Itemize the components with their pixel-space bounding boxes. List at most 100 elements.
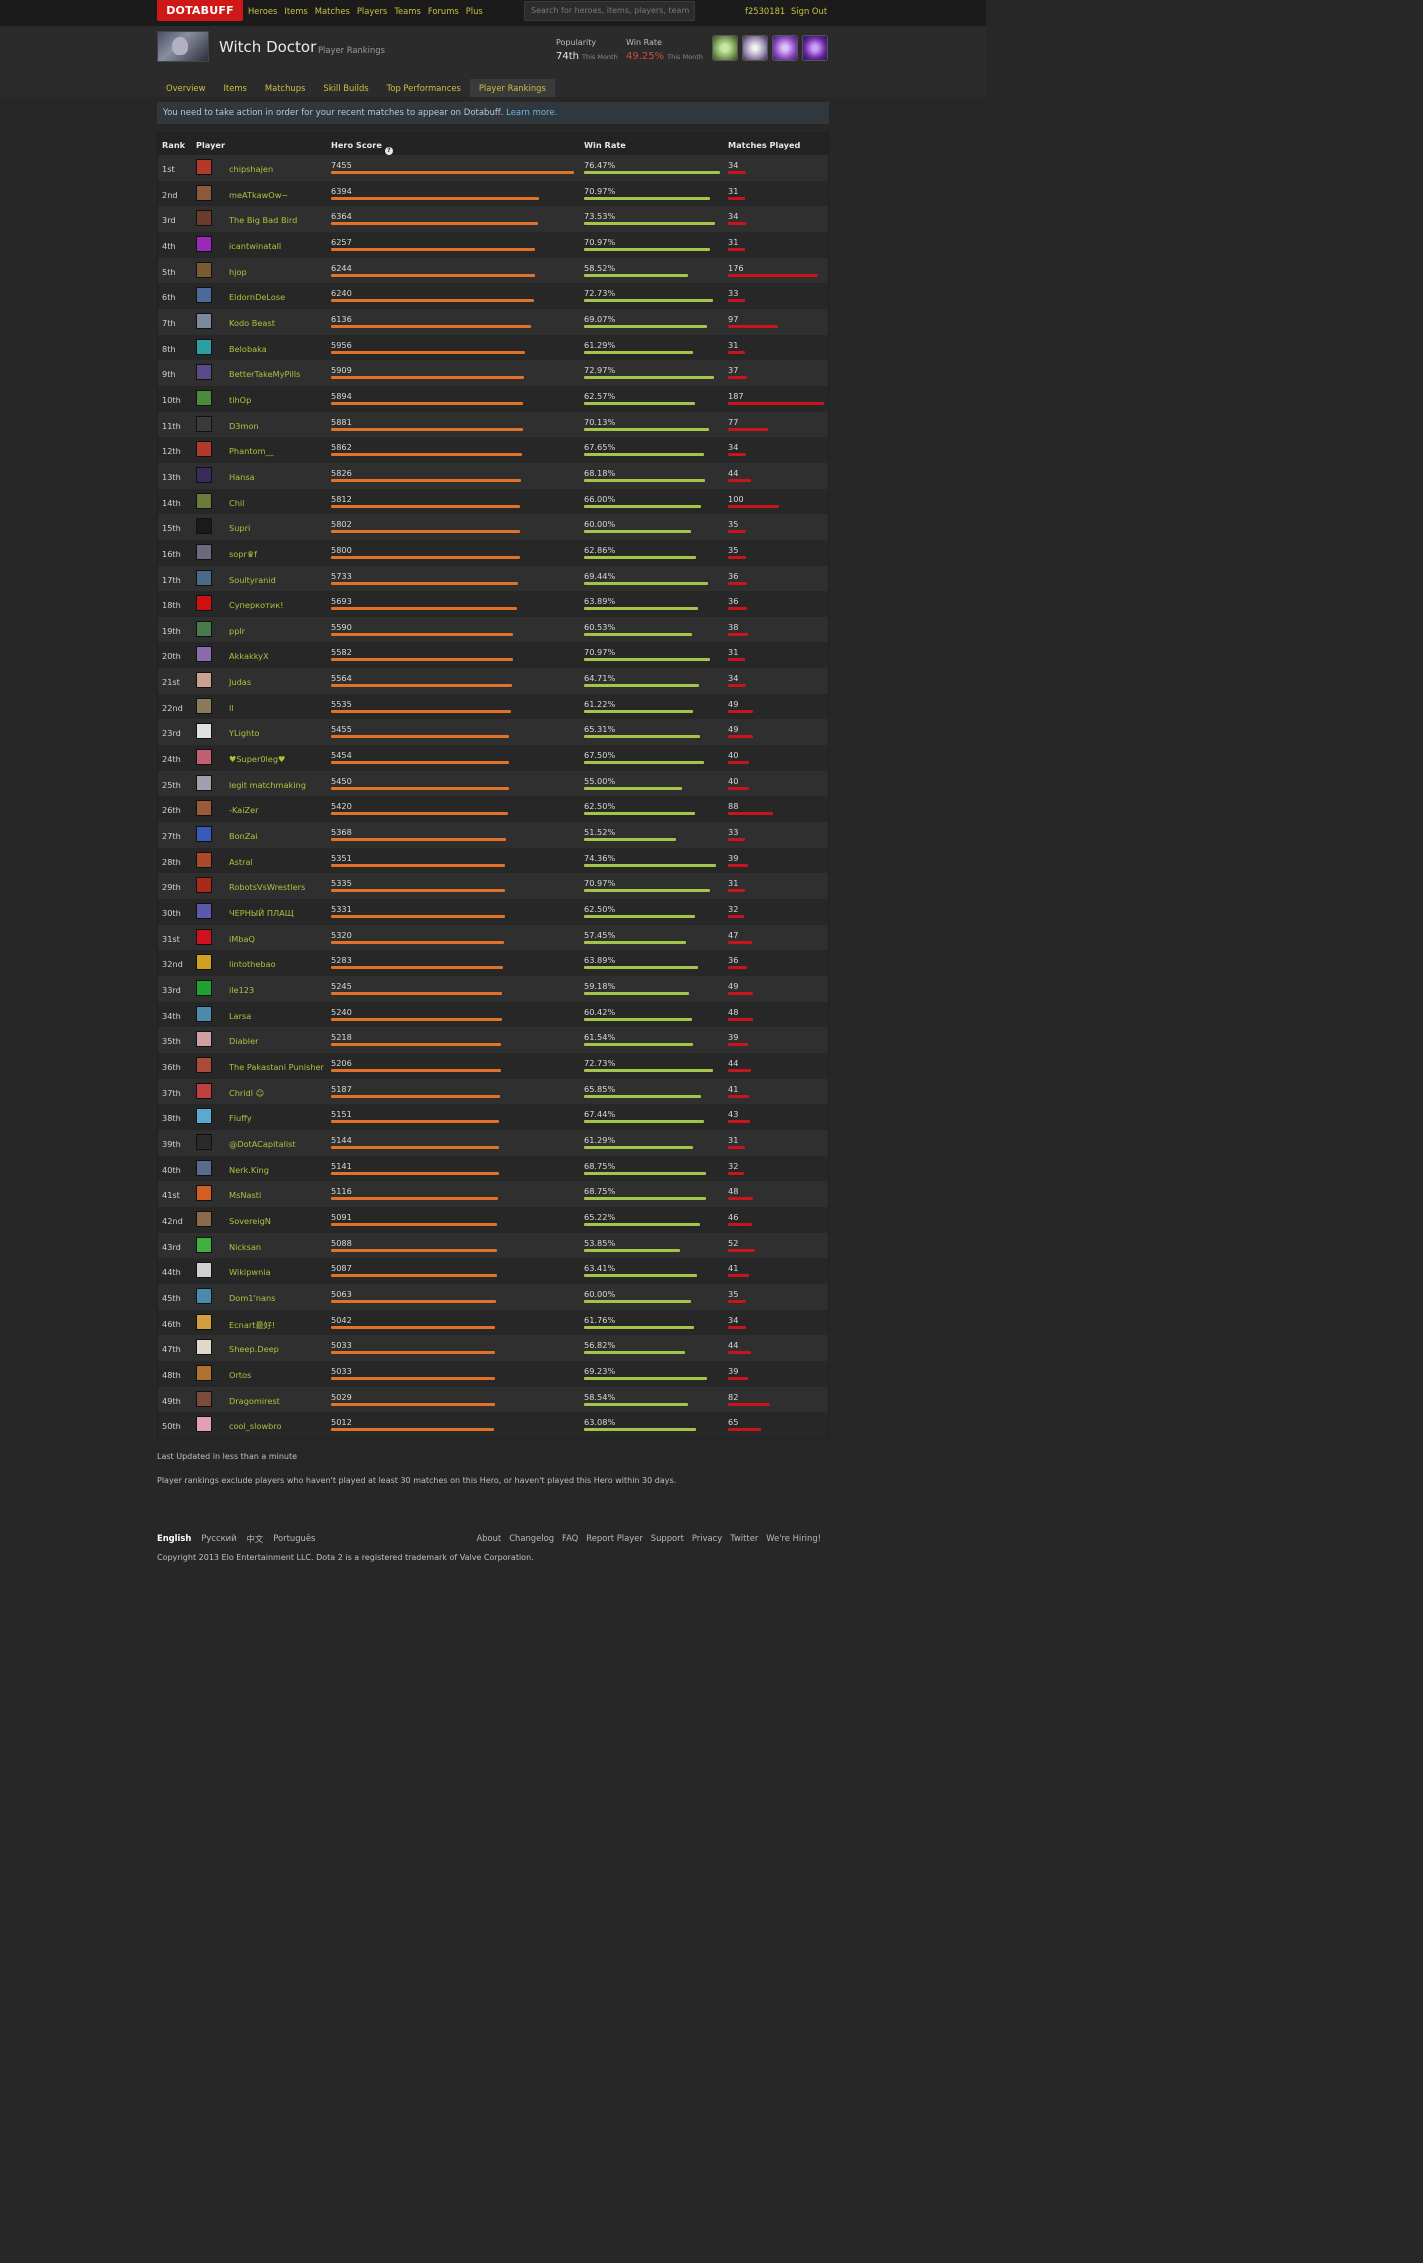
nav-players[interactable]: Players	[356, 6, 388, 16]
avatar[interactable]	[196, 492, 212, 509]
avatar[interactable]	[196, 287, 212, 304]
tab-items[interactable]: Items	[223, 83, 247, 93]
player-name-link[interactable]: Ortos	[229, 1369, 252, 1380]
avatar[interactable]	[196, 518, 212, 535]
avatar[interactable]	[196, 620, 212, 637]
avatar[interactable]	[196, 235, 212, 252]
avatar[interactable]	[196, 877, 212, 894]
avatar[interactable]	[196, 928, 212, 945]
dotabuff-logo[interactable]: DOTABUFF	[157, 0, 243, 21]
player-name-link[interactable]: iMbaQ	[229, 933, 255, 944]
nav-items[interactable]: Items	[284, 6, 308, 16]
player-name-link[interactable]: Hansa	[229, 471, 255, 482]
footer-report-player[interactable]: Report Player	[586, 1533, 643, 1543]
player-name-link[interactable]: Fluffy	[229, 1113, 252, 1124]
lang-english[interactable]: English	[157, 1533, 192, 1543]
player-name-link[interactable]: The Pakastani Punisher	[229, 1061, 324, 1072]
avatar[interactable]	[196, 338, 212, 355]
nav-teams[interactable]: Teams	[394, 6, 421, 16]
player-name-link[interactable]: D3mon	[229, 420, 259, 431]
col-rank[interactable]: Rank	[162, 140, 186, 150]
player-name-link[interactable]: Astral	[229, 856, 253, 867]
avatar[interactable]	[196, 903, 212, 920]
player-name-link[interactable]: Dom1'nans	[229, 1292, 276, 1303]
avatar[interactable]	[196, 1031, 212, 1048]
lang-russian[interactable]: Русский	[201, 1533, 237, 1543]
footer-changelog[interactable]: Changelog	[509, 1533, 555, 1543]
learn-more-link[interactable]: Learn more.	[506, 108, 558, 118]
footer-hiring[interactable]: We're Hiring!	[766, 1533, 821, 1543]
avatar[interactable]	[196, 415, 212, 432]
avatar[interactable]	[196, 159, 212, 175]
player-name-link[interactable]: meATkawOw~	[229, 189, 289, 200]
avatar[interactable]	[196, 389, 212, 406]
lang-chinese[interactable]: 中文	[246, 1534, 264, 1544]
player-name-link[interactable]: Soultyranid	[229, 574, 276, 585]
footer-support[interactable]: Support	[650, 1533, 684, 1543]
col-hero-score[interactable]: Hero Score?	[331, 140, 393, 155]
player-name-link[interactable]: legit matchmaking	[229, 779, 306, 790]
avatar[interactable]	[196, 1364, 212, 1381]
player-name-link[interactable]: Dragomirest	[229, 1395, 280, 1406]
sign-out-link[interactable]: Sign Out	[791, 6, 828, 16]
avatar[interactable]	[196, 1108, 212, 1125]
paralyzing-cask-icon[interactable]	[712, 35, 738, 61]
help-icon[interactable]: ?	[384, 147, 393, 155]
col-matches-played[interactable]: Matches Played	[728, 140, 801, 150]
avatar[interactable]	[196, 210, 212, 227]
footer-privacy[interactable]: Privacy	[691, 1533, 723, 1543]
voodoo-restoration-icon[interactable]	[742, 35, 768, 61]
user-profile-link[interactable]: f2530181	[745, 6, 786, 16]
player-name-link[interactable]: Judas	[229, 677, 252, 688]
player-name-link[interactable]: Chridl ☺	[229, 1087, 265, 1098]
player-name-link[interactable]: Nerk.King	[229, 1164, 269, 1175]
avatar[interactable]	[196, 774, 212, 791]
player-name-link[interactable]: SovereigN	[229, 1215, 271, 1226]
player-name-link[interactable]: icantwinatall	[229, 240, 282, 251]
avatar[interactable]	[196, 1082, 212, 1099]
player-name-link[interactable]: Diabler	[229, 1036, 259, 1047]
avatar[interactable]	[196, 312, 212, 329]
avatar[interactable]	[196, 954, 212, 971]
player-name-link[interactable]: chipshajen	[229, 164, 274, 174]
avatar[interactable]	[196, 441, 212, 458]
avatar[interactable]	[196, 723, 212, 740]
avatar[interactable]	[196, 1185, 212, 1202]
player-name-link[interactable]: @DotACapitalist	[229, 1138, 296, 1149]
hero-portrait[interactable]	[157, 31, 209, 62]
player-name-link[interactable]: ile123	[229, 985, 255, 995]
avatar[interactable]	[196, 672, 212, 689]
avatar[interactable]	[196, 364, 212, 381]
tab-skill-builds[interactable]: Skill Builds	[323, 83, 369, 93]
player-name-link[interactable]: MsNasti	[229, 1190, 262, 1201]
avatar[interactable]	[196, 1005, 212, 1022]
col-player[interactable]: Player	[196, 140, 226, 150]
tab-player-rankings[interactable]: Player Rankings	[469, 79, 555, 97]
avatar[interactable]	[196, 1262, 212, 1279]
player-name-link[interactable]: sopr♛f	[229, 548, 258, 559]
avatar[interactable]	[196, 1236, 212, 1253]
footer-twitter[interactable]: Twitter	[730, 1533, 759, 1543]
player-name-link[interactable]: BonZai	[229, 831, 258, 842]
player-name-link[interactable]: pplr	[229, 625, 246, 636]
player-name-link[interactable]: Kodo Beast	[229, 317, 275, 328]
player-name-link[interactable]: EldornDeLose	[229, 292, 286, 303]
player-name-link[interactable]: ЧЕРНЫЙ ПЛАЩ	[229, 908, 294, 919]
avatar[interactable]	[196, 826, 212, 843]
player-name-link[interactable]: lintothebao	[229, 959, 276, 970]
avatar[interactable]	[196, 595, 212, 612]
tab-matchups[interactable]: Matchups	[264, 83, 306, 93]
player-name-link[interactable]: ll	[229, 702, 234, 713]
player-name-link[interactable]: RobotsVsWrestlers	[229, 882, 306, 893]
player-name-link[interactable]: Nicksan	[229, 1241, 262, 1252]
death-ward-icon[interactable]	[802, 35, 828, 61]
player-name-link[interactable]: The Big Bad Bird	[229, 215, 298, 226]
search-input[interactable]: Search for heroes, items, players, team	[524, 1, 695, 21]
player-name-link[interactable]: Суперкотик!	[229, 600, 284, 611]
avatar[interactable]	[196, 466, 212, 483]
tab-overview[interactable]: Overview	[166, 83, 206, 93]
avatar[interactable]	[196, 1390, 212, 1407]
avatar[interactable]	[196, 749, 212, 766]
player-name-link[interactable]: Sheep.Deep	[229, 1344, 279, 1355]
player-name-link[interactable]: cool_slowbro	[229, 1421, 282, 1432]
